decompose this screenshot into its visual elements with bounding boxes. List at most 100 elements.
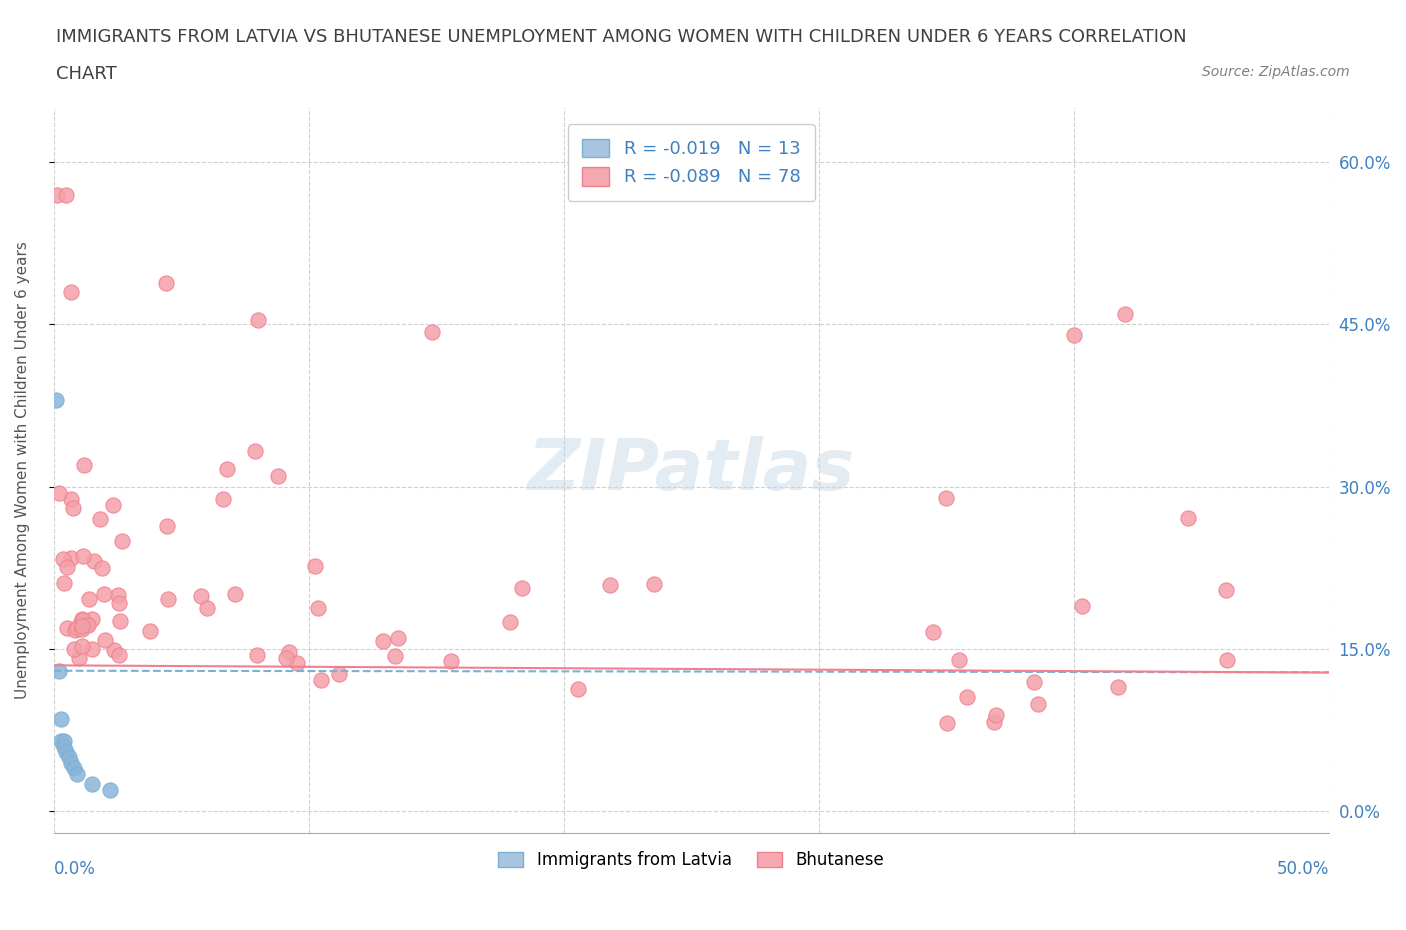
Point: [76, 617, 98, 631]
Point: [59, 551, 82, 565]
Point: [63, 761, 86, 776]
Point: [643, 577, 665, 591]
Point: [1063, 327, 1085, 342]
Point: [103, 643, 125, 658]
Point: [1107, 680, 1129, 695]
Point: [70, 638, 93, 653]
Y-axis label: Unemployment Among Women with Children Under 6 years: Unemployment Among Women with Children U…: [15, 242, 30, 699]
Text: CHART: CHART: [56, 65, 117, 83]
Point: [73, 458, 96, 472]
Point: [94, 632, 117, 647]
Point: [60, 285, 83, 299]
Point: [55, 187, 77, 202]
Point: [567, 682, 589, 697]
Point: [1216, 653, 1239, 668]
Point: [267, 469, 290, 484]
Point: [384, 648, 406, 663]
Point: [956, 690, 979, 705]
Point: [45, 188, 67, 203]
Point: [599, 578, 621, 592]
Point: [387, 631, 409, 645]
Point: [285, 656, 308, 671]
Point: [65, 620, 87, 635]
Point: [371, 634, 394, 649]
Point: [190, 589, 212, 604]
Text: IMMIGRANTS FROM LATVIA VS BHUTANESE UNEMPLOYMENT AMONG WOMEN WITH CHILDREN UNDER: IMMIGRANTS FROM LATVIA VS BHUTANESE UNEM…: [56, 28, 1187, 46]
Point: [246, 647, 269, 662]
Point: [52, 551, 75, 566]
Point: [983, 715, 1005, 730]
Point: [72, 621, 94, 636]
Legend: Immigrants from Latvia, Bhutanese: Immigrants from Latvia, Bhutanese: [492, 844, 890, 875]
Point: [304, 559, 326, 574]
Point: [217, 461, 239, 476]
Point: [243, 444, 266, 458]
Point: [72, 549, 94, 564]
Point: [1028, 697, 1050, 711]
Point: [309, 672, 332, 687]
Point: [70, 618, 93, 633]
Point: [984, 708, 1007, 723]
Point: [69, 617, 91, 631]
Point: [82, 611, 104, 626]
Point: [90, 561, 112, 576]
Point: [72, 613, 94, 628]
Point: [935, 490, 957, 505]
Point: [52, 734, 75, 749]
Point: [67, 651, 90, 666]
Point: [212, 491, 235, 506]
Point: [1177, 511, 1199, 525]
Point: [62, 642, 84, 657]
Point: [55, 745, 77, 760]
Point: [278, 644, 301, 659]
Point: [52, 739, 75, 754]
Point: [246, 312, 269, 327]
Point: [420, 325, 443, 339]
Point: [77, 591, 100, 606]
Point: [70, 612, 93, 627]
Text: ZIPatlas: ZIPatlas: [527, 436, 855, 505]
Point: [89, 512, 111, 526]
Point: [936, 716, 959, 731]
Text: 50.0%: 50.0%: [1277, 860, 1329, 878]
Point: [155, 275, 177, 290]
Point: [156, 519, 179, 534]
Point: [948, 652, 970, 667]
Point: [56, 560, 79, 575]
Point: [224, 587, 246, 602]
Point: [108, 595, 131, 610]
Point: [156, 591, 179, 606]
Point: [83, 553, 105, 568]
Point: [58, 750, 80, 764]
Point: [82, 641, 104, 656]
Point: [328, 667, 350, 682]
Point: [195, 601, 218, 616]
Point: [77, 618, 100, 632]
Point: [51, 712, 73, 727]
Point: [111, 533, 134, 548]
Point: [439, 653, 461, 668]
Text: 0.0%: 0.0%: [53, 860, 96, 878]
Point: [55, 620, 77, 635]
Point: [80, 777, 103, 791]
Point: [922, 624, 945, 639]
Point: [48, 486, 70, 501]
Point: [139, 623, 162, 638]
Point: [1215, 583, 1237, 598]
Point: [101, 498, 124, 512]
Point: [510, 581, 533, 596]
Point: [107, 588, 129, 603]
Point: [93, 587, 115, 602]
Point: [499, 614, 522, 629]
Point: [108, 647, 131, 662]
Point: [45, 392, 67, 407]
Point: [51, 734, 73, 749]
Point: [60, 755, 83, 770]
Point: [110, 614, 132, 629]
Point: [1022, 674, 1045, 689]
Point: [1070, 599, 1092, 614]
Text: Source: ZipAtlas.com: Source: ZipAtlas.com: [1202, 65, 1350, 79]
Point: [276, 650, 298, 665]
Point: [63, 622, 86, 637]
Point: [65, 766, 87, 781]
